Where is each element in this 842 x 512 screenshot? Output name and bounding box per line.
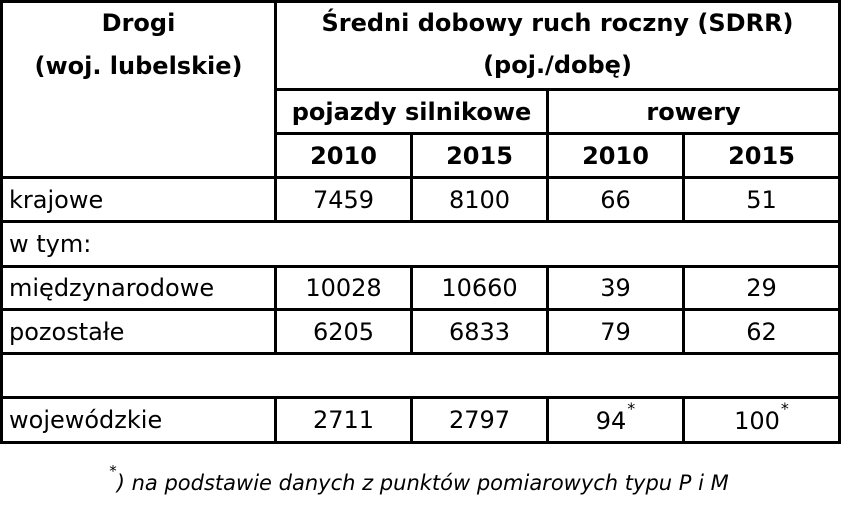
- sdrr-title-line1: Średni dobowy ruch roczny (SDRR): [275, 0, 841, 43]
- footnote-marker: *: [627, 399, 636, 418]
- cell-value: 29: [683, 266, 841, 311]
- table-row: krajowe 7459 8100 66 51: [0, 177, 841, 223]
- footnote-paren: ): [116, 471, 125, 495]
- sdrr-title-line2: (poj./dobę): [275, 42, 841, 91]
- table-row: w tym:: [0, 221, 841, 268]
- table-row: pozostałe 6205 6833 79 62: [0, 309, 841, 355]
- cell-value: 10660: [411, 266, 549, 311]
- cell-value: 2711: [275, 397, 413, 444]
- roads-header-line2: (woj. lubelskie): [0, 42, 277, 90]
- sdrr-table: Drogi Średni dobowy ruch roczny (SDRR) (…: [0, 0, 841, 444]
- roads-header-bottom: [0, 133, 277, 179]
- row-label: pozostałe: [0, 309, 277, 355]
- cell-value-starred: 94*: [547, 397, 685, 444]
- cell-value: 79: [547, 309, 685, 355]
- roads-header-line1: Drogi: [0, 0, 277, 43]
- table-row: [0, 353, 841, 399]
- year-bikes-2015: 2015: [683, 133, 841, 179]
- cell-value: 51: [683, 177, 841, 223]
- cell-value: 6833: [411, 309, 549, 355]
- table-row: międzynarodowe 10028 10660 39 29: [0, 266, 841, 311]
- year-motor-2015: 2015: [411, 133, 549, 179]
- group-motor-vehicles: pojazdy silnikowe: [275, 89, 549, 135]
- cell-value-starred: 100*: [683, 397, 841, 444]
- cell-value: 66: [547, 177, 685, 223]
- cell-value: 39: [547, 266, 685, 311]
- cell-value: 62: [683, 309, 841, 355]
- row-empty: [0, 353, 841, 399]
- row-label: międzynarodowe: [0, 266, 277, 311]
- cell-number: 100: [734, 407, 780, 435]
- footnote: *) na podstawie danych z punktów pomiaro…: [0, 448, 838, 506]
- footnote-marker: *: [109, 462, 117, 480]
- table-row: wojewódzkie 2711 2797 94* 100*: [0, 397, 841, 444]
- cell-value: 7459: [275, 177, 413, 223]
- cell-value: 8100: [411, 177, 549, 223]
- row-label: wojewódzkie: [0, 397, 277, 444]
- group-bicycles: rowery: [547, 89, 841, 135]
- footnote-marker: *: [780, 399, 789, 418]
- cell-value: 6205: [275, 309, 413, 355]
- year-motor-2010: 2010: [275, 133, 413, 179]
- roads-header-empty: [0, 89, 277, 134]
- cell-number: 94: [595, 407, 627, 435]
- footnote-text: na podstawie danych z punktów pomiarowyc…: [131, 471, 729, 495]
- cell-value: 10028: [275, 266, 413, 311]
- row-label: krajowe: [0, 177, 277, 223]
- row-label-subset: w tym:: [0, 221, 841, 268]
- year-bikes-2010: 2010: [547, 133, 685, 179]
- cell-value: 2797: [411, 397, 549, 444]
